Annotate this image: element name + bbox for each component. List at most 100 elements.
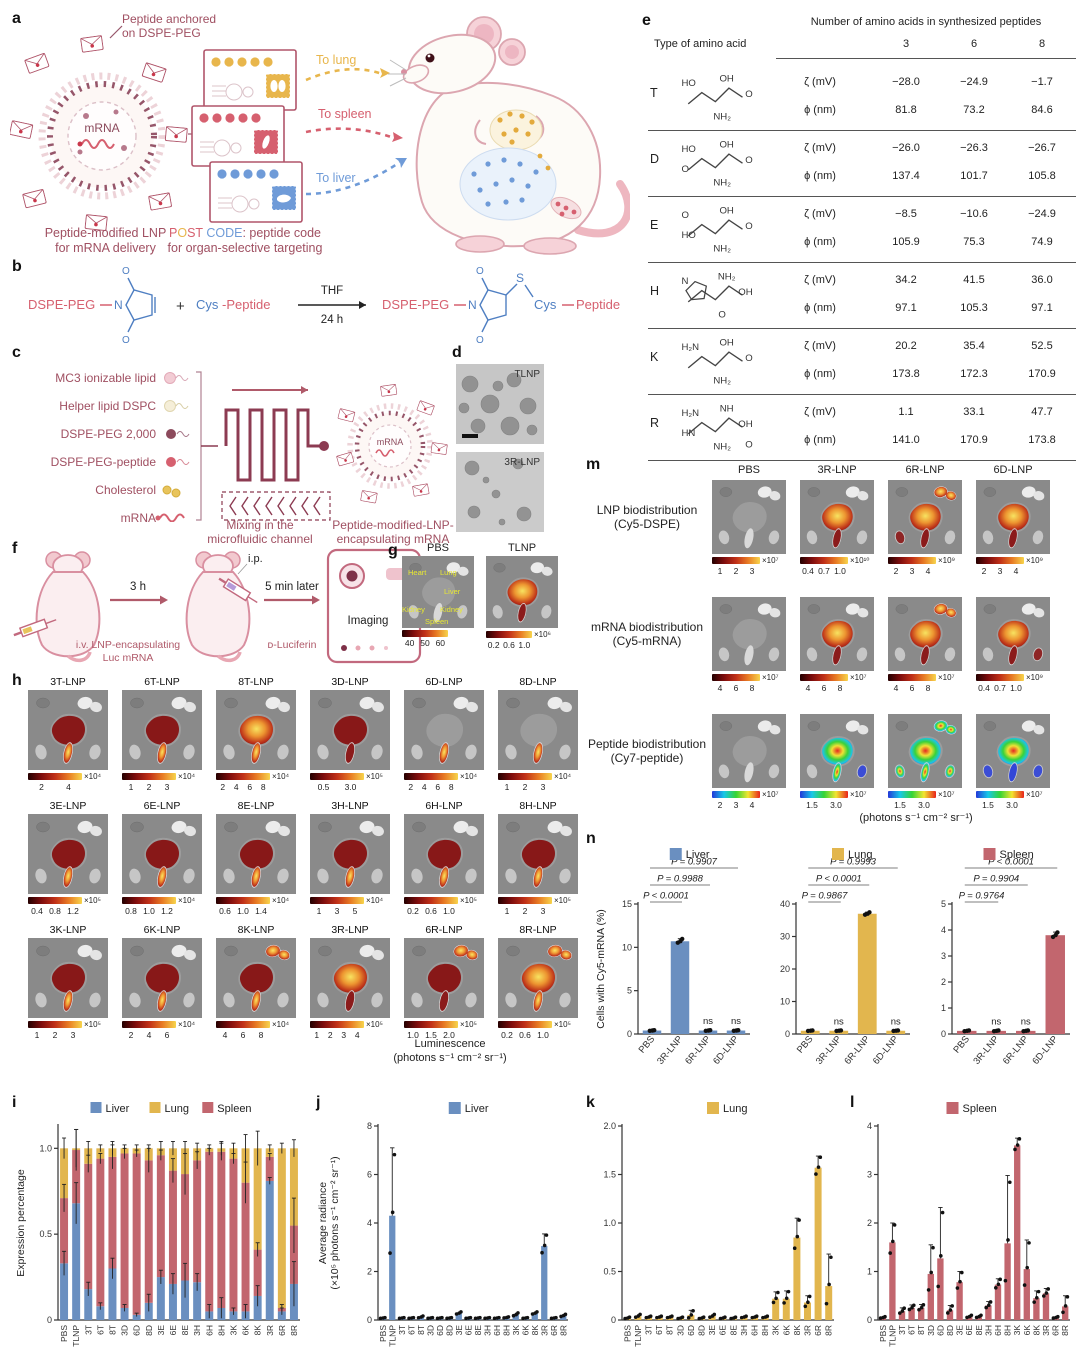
svg-text:NH₂: NH₂ <box>713 244 731 254</box>
svg-text:O: O <box>745 221 752 232</box>
svg-text:ns: ns <box>731 1016 741 1027</box>
heart-shape <box>506 697 520 709</box>
luciferin-label: ᴅ-Luciferin <box>268 639 317 651</box>
phi-value-H-0: 97.1 <box>895 302 917 314</box>
aa-structure-R: H₂N NH OH NH₂ HN O <box>681 403 752 452</box>
svg-text:P = 0.9988: P = 0.9988 <box>657 874 704 885</box>
panel-g-column-header-PBS: PBS <box>426 542 449 554</box>
svg-text:3R: 3R <box>803 1325 813 1336</box>
organ-label-kidney-3: Kidney <box>402 605 425 614</box>
organ-image-6R-LNP-image <box>404 938 484 1018</box>
svg-text:6K: 6K <box>241 1325 251 1336</box>
organ-image-8E-LNP-colorbar <box>216 897 270 904</box>
heart-shape <box>719 487 733 497</box>
postcode-segment: : peptide code <box>242 226 321 240</box>
organ-image-6T-LNP-title: 6T-LNP <box>144 676 180 688</box>
zeta-value-D-1: −26.3 <box>960 142 988 154</box>
svg-text:1.5: 1.5 <box>603 1170 616 1180</box>
organ-image-6E-LNP-image <box>122 814 202 894</box>
m-organ-image-r2-6D-LNP: ×10⁷ 1.5 3.0 <box>976 714 1050 810</box>
heart-shape <box>409 562 422 573</box>
ingredient-mrna: mRNA <box>121 511 156 522</box>
m-organ-image-r1-3R-LNP-colorbar <box>800 674 848 681</box>
svg-text:6R: 6R <box>549 1325 559 1336</box>
svg-text:20: 20 <box>780 964 790 974</box>
g-organ-image-TLNP-image <box>486 556 558 628</box>
heart-shape <box>318 821 332 833</box>
svg-text:8T: 8T <box>107 1325 117 1335</box>
syringe-icon <box>13 618 57 638</box>
o-atom-label: O <box>122 335 130 346</box>
m-organ-image-r2-6R-LNP-image <box>888 714 962 788</box>
svg-text:3D: 3D <box>675 1325 685 1336</box>
svg-text:6D: 6D <box>935 1325 945 1336</box>
svg-text:30: 30 <box>780 932 790 942</box>
mixing-zone <box>221 491 331 521</box>
ingredient-dspe-peg: DSPE-PEG 2,000 <box>61 427 157 441</box>
svg-text:Lung: Lung <box>848 849 872 861</box>
aa-structure-K: H₂N OH O NH₂ <box>681 337 752 386</box>
zeta-value-T-2: −1.7 <box>1031 76 1053 88</box>
svg-text:8H: 8H <box>501 1325 511 1336</box>
heart-shape <box>506 821 520 833</box>
time-3h: 3 h <box>130 581 146 593</box>
g-organ-image-PBS: 40 50 60 Heart Lung Liver Kidney Kidney Spleen <box>402 556 474 648</box>
postcode-segment: T <box>195 226 203 240</box>
svg-text:Spleen: Spleen <box>963 1103 997 1115</box>
svg-text:3H: 3H <box>192 1325 202 1336</box>
panel-j-label: j <box>316 1094 321 1111</box>
panel-m-label: m <box>586 456 601 473</box>
svg-text:6: 6 <box>367 1170 372 1180</box>
panel-a-label: a <box>12 10 21 27</box>
panel-n-label: n <box>586 830 596 847</box>
svg-text:P = 0.9867: P = 0.9867 <box>802 891 849 902</box>
svg-text:ns: ns <box>834 1016 844 1027</box>
mouse-lung-dots <box>489 109 543 151</box>
svg-text:6D: 6D <box>686 1325 696 1336</box>
svg-text:6E: 6E <box>718 1325 728 1336</box>
imaging-device-icon: Imaging <box>326 548 422 664</box>
reaction-condition-time: 24 h <box>321 314 343 326</box>
mouse-tail <box>574 180 630 238</box>
heart-shape <box>318 697 332 709</box>
svg-text:OH: OH <box>719 337 733 348</box>
m-organ-image-r1-3R-LNP: ×10⁷ 4 6 8 <box>800 597 874 693</box>
svg-text:10: 10 <box>622 942 632 952</box>
table-row-header: Type of amino acid <box>654 38 747 50</box>
svg-text:6E: 6E <box>168 1325 178 1336</box>
svg-text:3R: 3R <box>539 1325 549 1336</box>
organ-image-6H-LNP-title: 6H-LNP <box>425 800 463 812</box>
organ-image-8E-LNP-title: 8E-LNP <box>237 800 275 812</box>
svg-text:6R: 6R <box>1051 1325 1061 1336</box>
iv-caption-line1: i.v. LNP-encapsulating <box>76 639 180 651</box>
m-organ-image-r1-6R-LNP: ×10⁷ 4 6 8 <box>888 597 962 693</box>
amino-acid-letter-R: R <box>650 416 660 430</box>
mrna-squiggle <box>81 139 115 149</box>
m-organ-image-r2-6R-LNP-scale-ticks: 1.5 3.0 <box>894 800 930 810</box>
panel-h-label: h <box>12 672 22 689</box>
peptide-lnp-product: mRNA <box>336 383 448 504</box>
o-atom-label: O <box>476 335 484 346</box>
organ-image-3K-LNP: 3K-LNP ×10⁵ 1 2 3 <box>28 924 108 1040</box>
phi-value-K-0: 173.8 <box>892 368 920 380</box>
table-rule <box>648 196 1076 197</box>
svg-text:6H: 6H <box>993 1325 1003 1336</box>
heart-shape <box>895 487 909 497</box>
m-organ-image-r0-6D-LNP-image <box>976 480 1050 554</box>
phi-value-K-1: 172.3 <box>960 368 988 380</box>
svg-text:8R: 8R <box>289 1325 299 1336</box>
svg-text:P < 0.0001: P < 0.0001 <box>988 857 1034 868</box>
svg-text:Spleen: Spleen <box>1000 849 1034 861</box>
organ-image-3E-LNP-colorbar <box>28 897 82 904</box>
svg-text:3H: 3H <box>739 1325 749 1336</box>
product-cys-label: Cys <box>534 297 557 312</box>
svg-text:1.0: 1.0 <box>603 1218 616 1228</box>
m-organ-image-r1-PBS-scale-exponent: ×10⁷ <box>762 673 779 682</box>
m-organ-image-r2-6R-LNP-scale-exponent: ×10⁷ <box>938 790 955 799</box>
organ-image-8E-LNP: 8E-LNP ×10⁴ 0.6 1.0 1.4 <box>216 800 296 916</box>
